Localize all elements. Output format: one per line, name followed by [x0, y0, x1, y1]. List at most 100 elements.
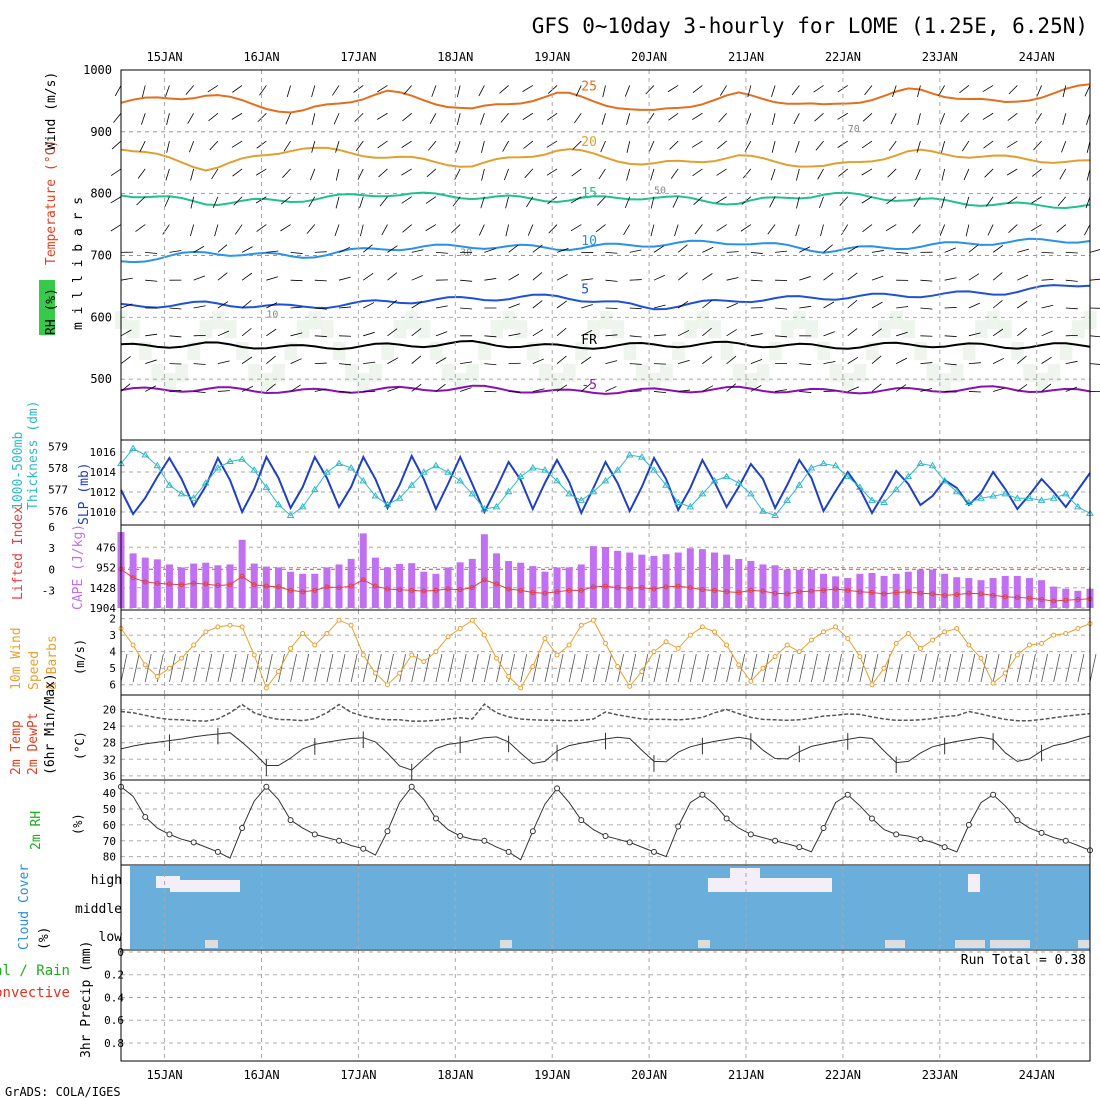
cape-bar	[565, 567, 573, 608]
wind-speed-marker	[639, 669, 645, 675]
wind-speed-marker	[651, 649, 657, 655]
lifted-index-marker	[627, 585, 633, 591]
cloud-block-low	[500, 940, 512, 948]
y-tick-label-left: 577	[48, 484, 68, 497]
lifted-index-marker	[857, 589, 863, 595]
wind-barb	[941, 168, 946, 181]
wind-barb	[965, 224, 970, 237]
contour-label: -5	[581, 378, 597, 393]
wind-barb	[411, 301, 423, 309]
wind-barb	[890, 113, 897, 125]
thickness-marker	[1001, 489, 1010, 497]
rh-marker	[287, 817, 294, 824]
cape-bar	[844, 578, 852, 608]
thickness-marker	[504, 487, 513, 495]
lifted-index-marker	[324, 584, 330, 590]
wind-barb	[520, 653, 528, 683]
wind-barb	[478, 224, 485, 236]
rh-shade-cell	[417, 320, 431, 339]
wind-barb	[120, 329, 132, 337]
lifted-index-marker	[603, 583, 608, 589]
wind-barb	[435, 357, 447, 364]
wind-barb	[377, 112, 388, 120]
thickness-marker	[262, 483, 271, 490]
wind-barb	[861, 196, 873, 204]
wind-barb	[932, 653, 939, 683]
wind-barb	[217, 390, 230, 392]
cloud-block-high	[156, 876, 180, 888]
wind-barb	[335, 140, 340, 153]
thickness-marker	[165, 481, 174, 488]
thickness-marker	[710, 476, 719, 484]
wind-barb	[1008, 224, 1018, 233]
wind-speed-marker	[554, 652, 560, 658]
cloud-block-low	[205, 940, 218, 948]
run-total-annotation: Run Total = 0.38	[961, 953, 1086, 968]
wind-barb	[1089, 653, 1097, 683]
wind-barb	[726, 653, 734, 683]
wind-barb	[359, 196, 364, 209]
wind-barb	[411, 328, 422, 337]
wind-barb	[141, 85, 146, 98]
wind-barb	[1034, 113, 1042, 124]
wind-speed-marker	[942, 629, 948, 635]
wind-speed-marker	[179, 655, 185, 661]
rh-marker	[1038, 829, 1045, 836]
wind-barb	[363, 272, 374, 281]
thickness-marker	[335, 459, 343, 467]
rh-shade-cell	[151, 363, 164, 382]
rh-shade-cell	[1059, 342, 1073, 361]
wind-barb	[982, 85, 994, 93]
wind-barb	[677, 653, 685, 683]
wind-barb	[355, 140, 364, 152]
lifted-index-marker	[518, 587, 524, 593]
thickness-marker	[722, 472, 731, 480]
thickness-marker	[286, 511, 295, 519]
wind-barb	[145, 385, 157, 392]
wind-speed-marker	[542, 635, 548, 641]
wind-barb	[435, 383, 446, 392]
wind-barb	[674, 224, 679, 237]
wind-barb	[762, 653, 770, 683]
wind-barb	[798, 653, 806, 683]
rh-shade-cell	[696, 311, 709, 330]
wind-barb	[992, 653, 1000, 683]
wind-barb	[360, 224, 364, 237]
wind-barb	[335, 168, 340, 181]
wind-barb	[719, 85, 727, 96]
rh-shade-cell	[369, 363, 382, 382]
wind-barb	[968, 362, 981, 365]
wind-barb	[217, 301, 229, 309]
wind-barb	[556, 327, 567, 337]
thickness-marker	[238, 455, 247, 462]
wind-barb	[963, 168, 970, 181]
wind-barb	[426, 168, 437, 178]
y-tick-label: 3	[109, 629, 116, 642]
lifted-index-marker	[275, 584, 281, 590]
wind-barb	[575, 85, 582, 97]
rh-shade-cell	[248, 363, 261, 382]
wind-barb	[742, 168, 752, 179]
precip-panel	[120, 949, 1091, 1062]
y-tick-label-left: 6	[48, 521, 55, 534]
wind-barb	[1084, 224, 1091, 236]
panel-label: Temperature (°C)	[44, 140, 59, 265]
date-label-bottom: 20JAN	[631, 1068, 667, 1082]
panel-label: Wind (m/s)	[44, 72, 59, 150]
wind-barb	[677, 300, 689, 309]
wind-barb	[266, 328, 277, 337]
wind-speed-marker	[845, 635, 851, 641]
y-tick-label-left: 578	[48, 462, 68, 475]
lifted-index-marker	[506, 586, 512, 592]
thickness-marker	[395, 494, 404, 501]
wind-barb	[402, 112, 412, 122]
lifted-index-marker	[239, 573, 245, 579]
wind-barb	[232, 85, 243, 93]
wind-barb	[992, 328, 1004, 337]
wind-barb	[605, 251, 618, 254]
rh-shade-cell	[720, 341, 734, 360]
thickness-marker	[141, 451, 150, 458]
wind-barb	[1031, 168, 1042, 177]
wind-barb	[1065, 307, 1078, 310]
